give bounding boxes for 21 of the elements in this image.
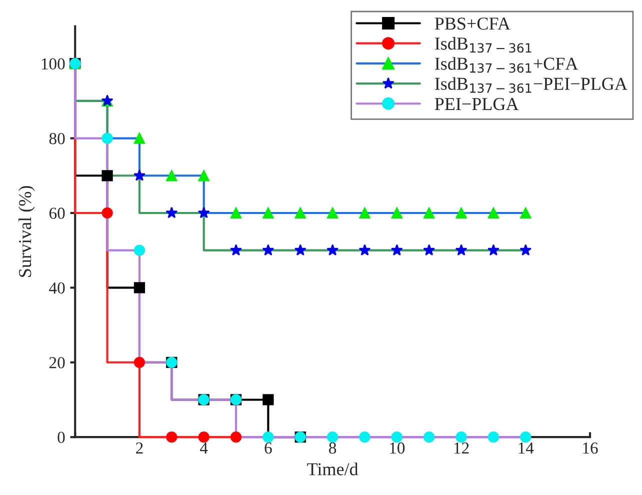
x-tick-label: 6 [264,442,272,454]
legend-label: PEI−PLGA [434,98,519,110]
legend-label: IsdB$_{137−361}$+CFA [435,57,578,73]
x-tick-label: 2 [136,442,143,454]
legend-label: IsdB$_{137−361}$−PEI−PLGA [435,77,628,93]
x-tick-label: 14 [518,442,534,454]
x-tick-label: 16 [583,442,598,454]
x-axis-title: Time/d [307,462,358,476]
x-tick-label: 12 [454,442,469,454]
legend-label: IsdB$_{137−361}$ [435,37,532,53]
y-tick-label: 80 [49,132,65,144]
x-tick-label: 4 [200,442,208,454]
y-tick-label: 40 [49,282,65,294]
x-tick-label: 10 [390,442,405,454]
x-tick-label: 8 [329,442,336,454]
legend-label: PBS+CFA [434,18,510,30]
y-axis-title: Survival (%) [18,186,35,277]
y-tick-label: 60 [49,208,65,219]
y-tick-label: 100 [42,58,65,70]
y-tick-label: 0 [58,432,65,444]
y-tick-label: 20 [49,357,65,368]
